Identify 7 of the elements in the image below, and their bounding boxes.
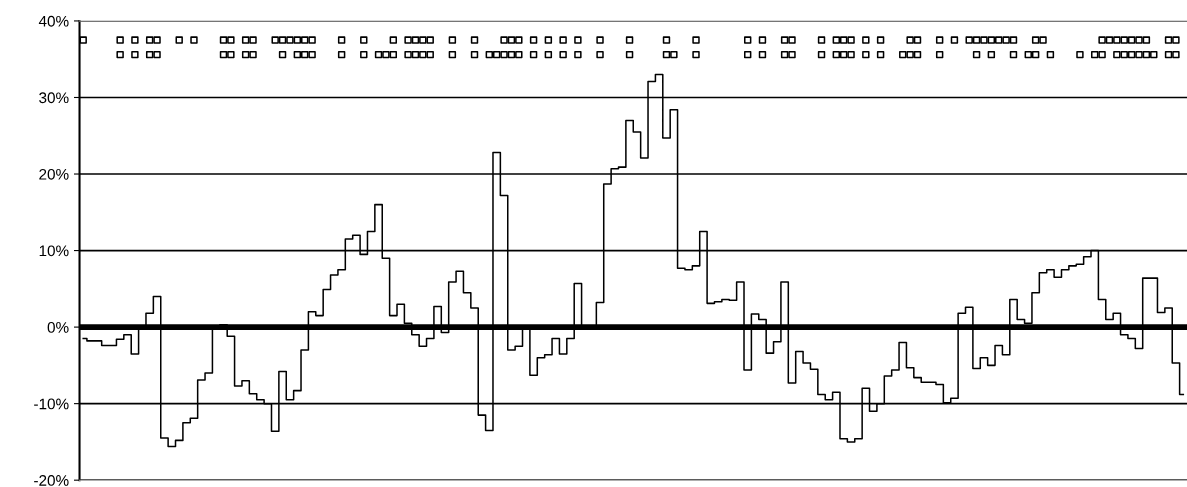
y-tick-label: 20% — [39, 168, 69, 180]
y-tick-label: -20% — [34, 475, 69, 486]
y-tick-label: 40% — [38, 15, 69, 27]
y-tick-label: 0% — [47, 321, 69, 333]
y-tick-label: 30% — [39, 92, 69, 104]
y-tick-label: -10% — [34, 398, 69, 410]
y-tick-label: 10% — [39, 245, 69, 257]
